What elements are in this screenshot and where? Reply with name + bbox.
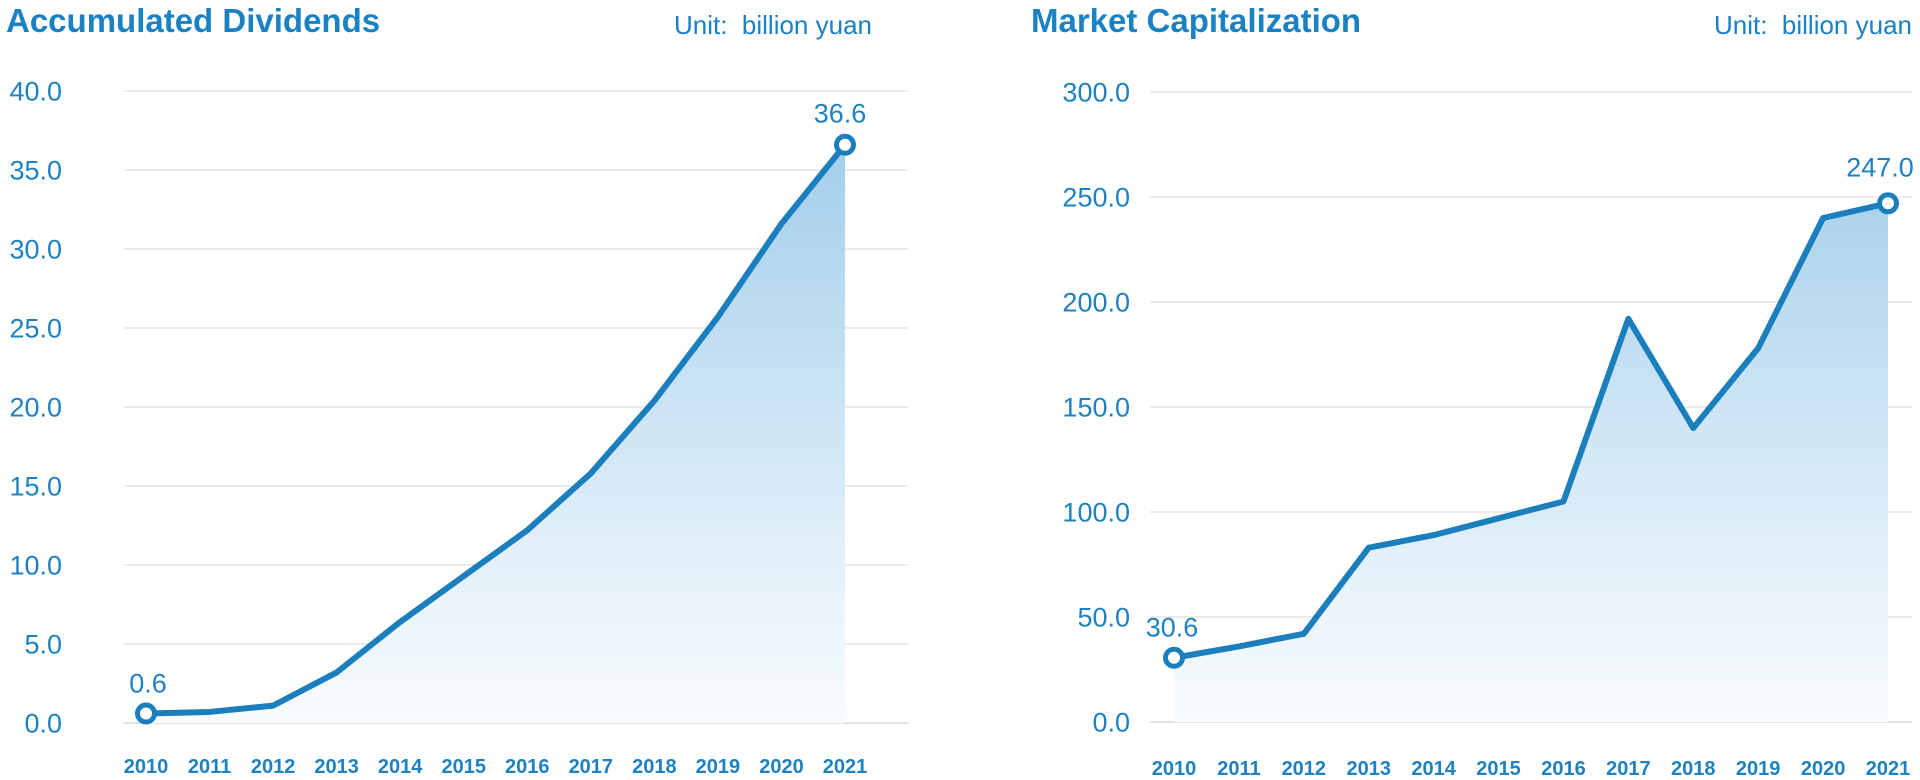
x-tick-label-2015: 2015 (1476, 758, 1521, 780)
accumulated-dividends-plot: 40.0 35.0 30.0 25.0 20.0 15.0 10.0 5.0 0.0 0.6 36.… (9, 77, 908, 778)
area-fill (1174, 203, 1888, 723)
x-tick-label-2018: 2018 (1671, 758, 1716, 780)
x-tick-label-2019: 2019 (1736, 758, 1781, 780)
first-point-label: 0.6 (129, 669, 167, 699)
x-tick-label-2021: 2021 (1866, 758, 1911, 780)
y-tick-label: 30.0 (9, 235, 62, 265)
y-tick-label: 50.0 (1077, 603, 1130, 633)
y-tick-label: 0.0 (24, 709, 62, 739)
x-tick-label-2016: 2016 (505, 756, 550, 778)
last-point-marker (1877, 192, 1899, 215)
first-point-marker (1163, 646, 1185, 669)
y-tick-label: 10.0 (9, 551, 62, 581)
x-tick-label-2020: 2020 (1801, 758, 1846, 780)
x-tick-label-2019: 2019 (696, 756, 741, 778)
chart-title-market-capitalization: Market Capitalization (1031, 2, 1362, 39)
last-point-label: 247.0 (1846, 152, 1914, 182)
first-point-marker (135, 702, 157, 725)
x-tick-label-2013: 2013 (314, 756, 359, 778)
y-tick-label: 300.0 (1062, 78, 1130, 108)
x-tick-label-2010: 2010 (124, 756, 169, 778)
x-tick-label-2020: 2020 (759, 756, 804, 778)
y-tick-label: 200.0 (1062, 288, 1130, 318)
data-line (1171, 200, 1891, 661)
x-tick-label-2018: 2018 (632, 756, 677, 778)
chart-title-accumulated-dividends: Accumulated Dividends (6, 2, 381, 39)
data-line (143, 141, 848, 717)
area-fill (146, 144, 845, 724)
unit-label-left: Unit: billion yuan (674, 10, 872, 40)
y-tick-label: 250.0 (1062, 183, 1130, 213)
y-tick-label: 40.0 (9, 77, 62, 107)
y-tick-label: 25.0 (9, 314, 62, 344)
x-tick-label-2017: 2017 (1606, 758, 1651, 780)
last-point-label: 36.6 (814, 99, 867, 129)
unit-label-right: Unit: billion yuan (1714, 10, 1912, 40)
x-tick-label-2012: 2012 (251, 756, 296, 778)
y-tick-label: 20.0 (9, 393, 62, 423)
last-point-marker (834, 133, 856, 156)
x-tick-label-2014: 2014 (378, 756, 423, 778)
x-tick-label-2017: 2017 (569, 756, 614, 778)
market-capitalization-plot: 300.0 250.0 200.0 150.0 100.0 50.0 0.0 30.6 247.… (1062, 78, 1914, 780)
y-tick-label: 35.0 (9, 156, 62, 186)
y-tick-label: 5.0 (24, 630, 62, 660)
first-point-label: 30.6 (1146, 613, 1199, 643)
x-tick-label-2015: 2015 (441, 756, 486, 778)
x-tick-label-2014: 2014 (1411, 758, 1456, 780)
x-tick-label-2010: 2010 (1152, 758, 1197, 780)
x-tick-label-2011: 2011 (188, 756, 231, 778)
y-tick-label: 150.0 (1062, 393, 1130, 423)
x-tick-label-2012: 2012 (1282, 758, 1327, 780)
x-tick-label-2016: 2016 (1541, 758, 1586, 780)
x-tick-label-2013: 2013 (1346, 758, 1391, 780)
accumulated-dividends-chart: Accumulated Dividends Unit: billion yuan… (6, 2, 908, 778)
x-tick-label-2021: 2021 (823, 756, 868, 778)
y-tick-label: 100.0 (1062, 498, 1130, 528)
y-tick-label: 0.0 (1092, 708, 1130, 738)
x-tick-label-2011: 2011 (1217, 758, 1260, 780)
market-capitalization-chart: Market Capitalization Unit: billion yuan… (960, 0, 1920, 780)
y-tick-label: 15.0 (9, 472, 62, 502)
